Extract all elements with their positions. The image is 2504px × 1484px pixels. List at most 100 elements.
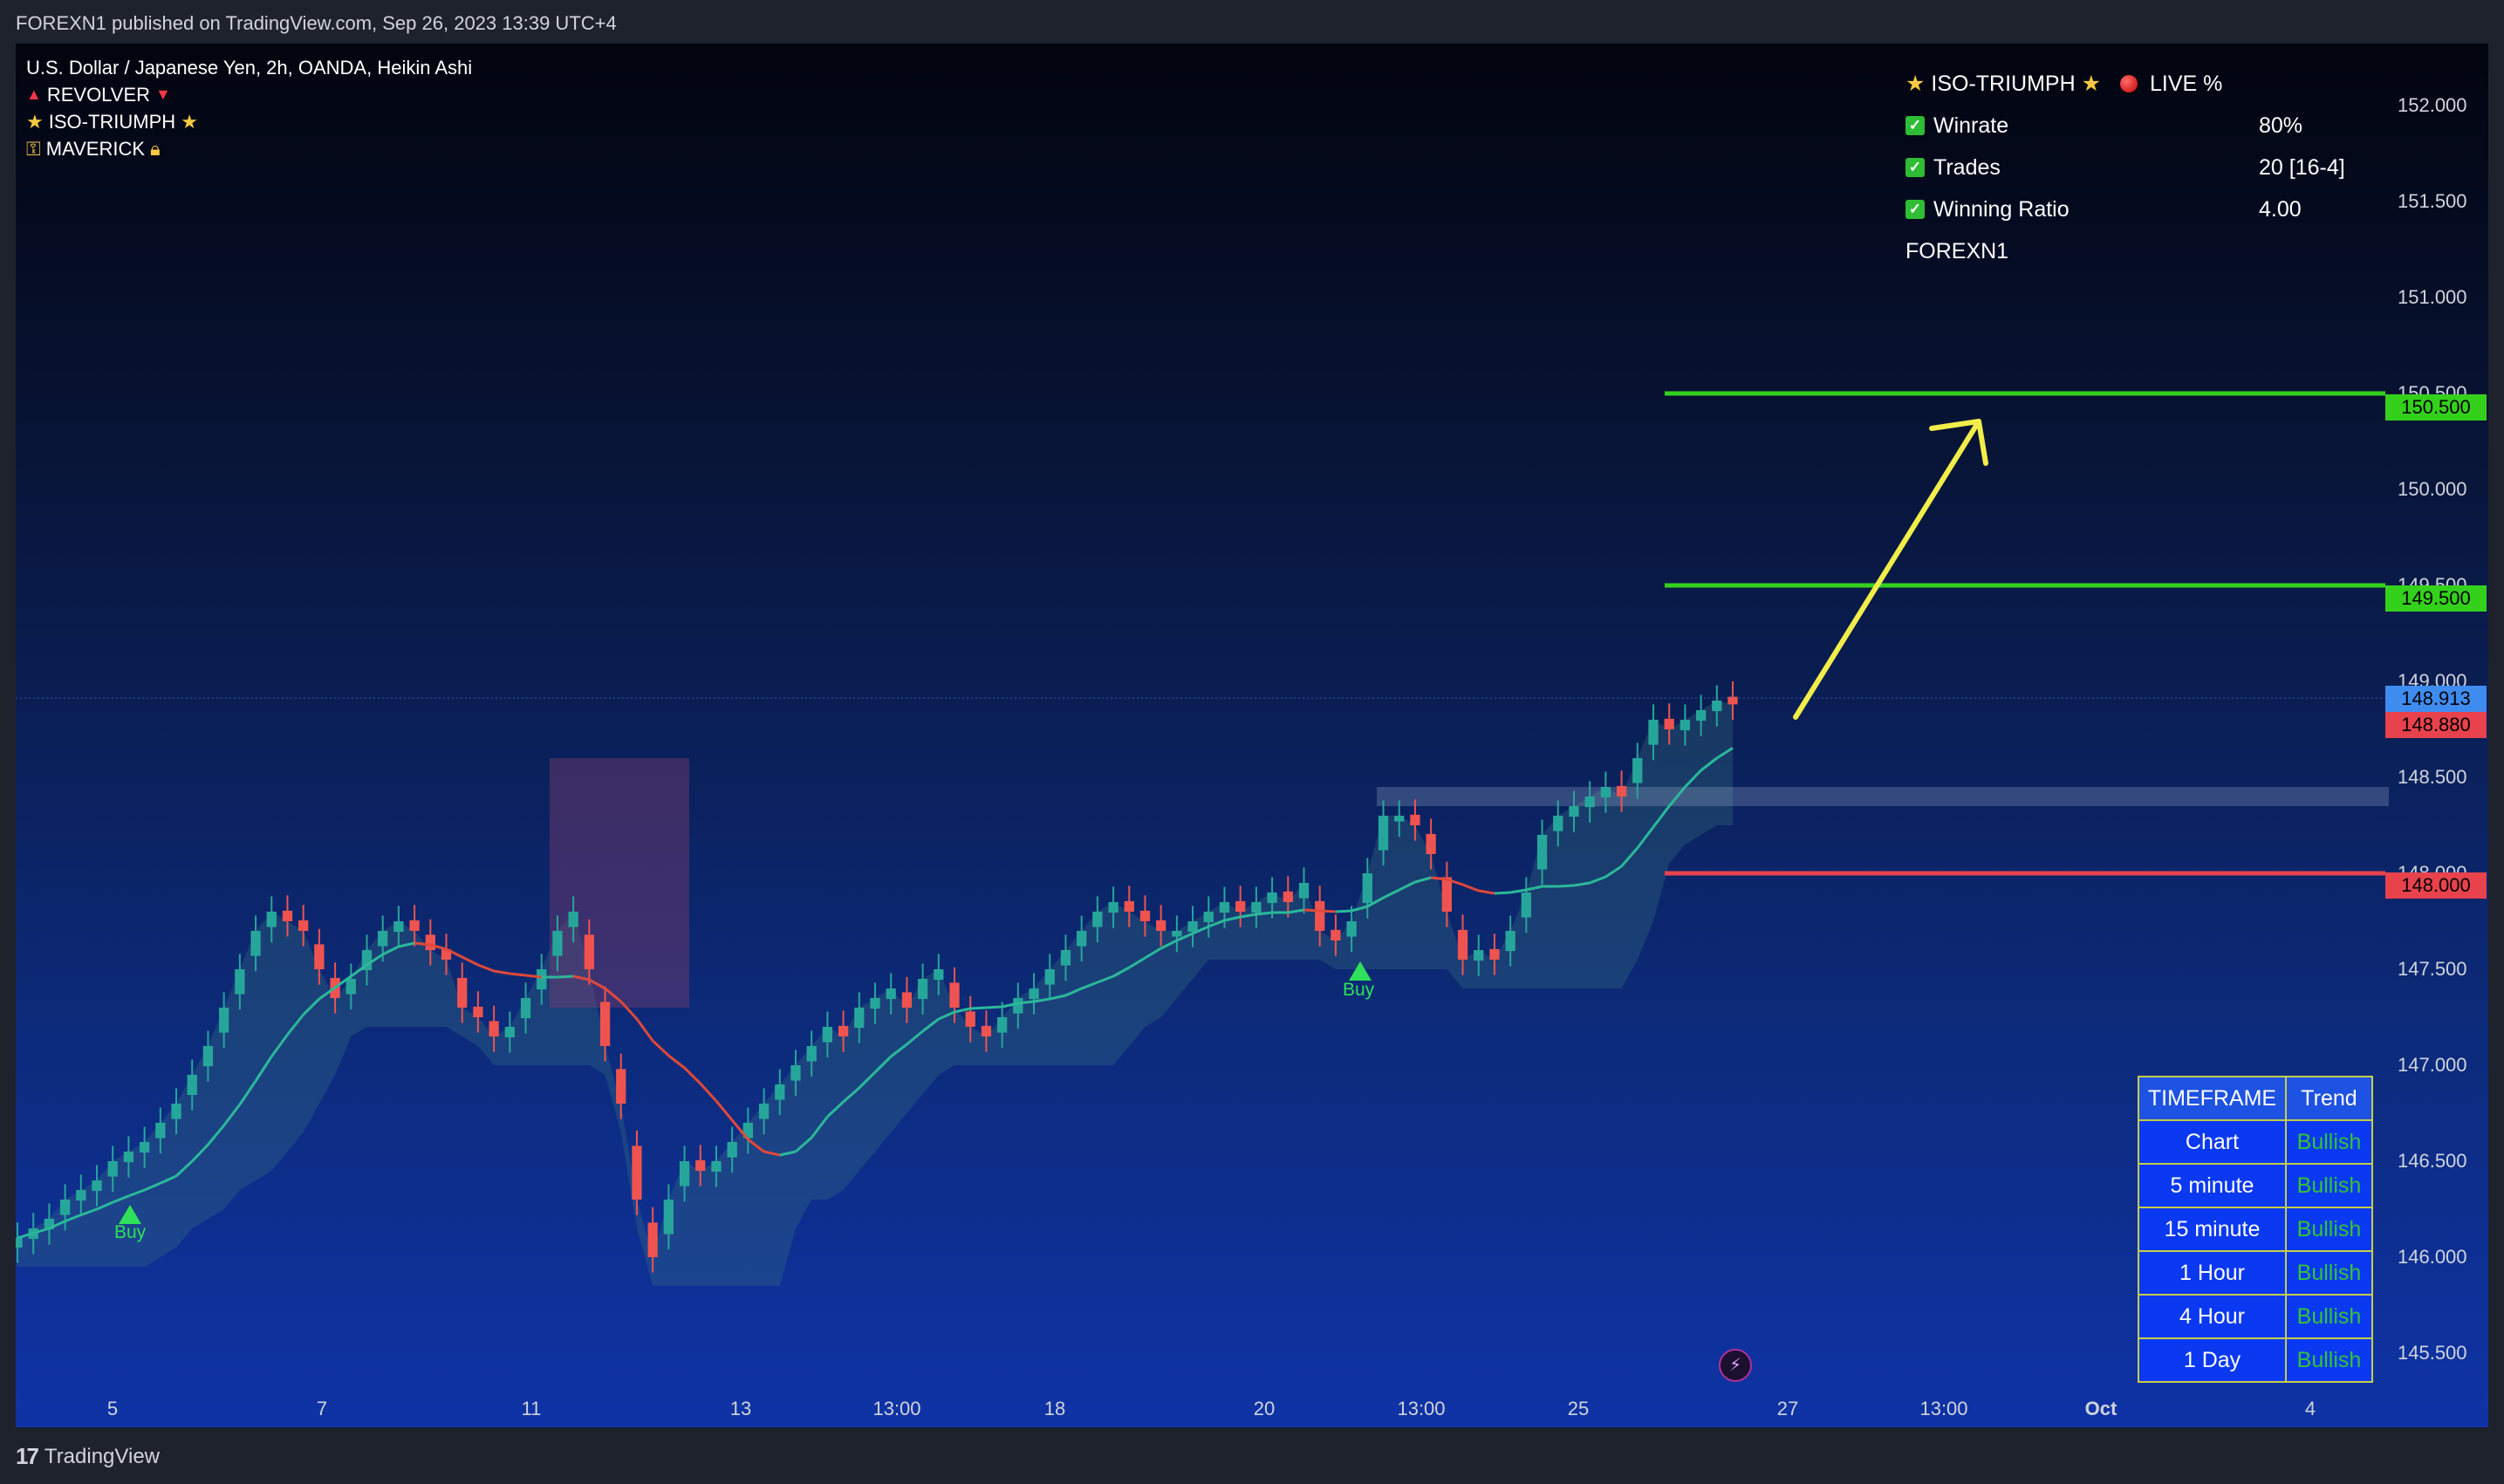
- candle: [775, 1084, 785, 1100]
- time-tick: 4: [2304, 1398, 2316, 1419]
- candle: [92, 1180, 102, 1192]
- ma-segment: [1430, 876, 1447, 881]
- candle: [314, 944, 325, 969]
- triangle-down-icon: ▼: [155, 85, 171, 103]
- resistance-zone: [1377, 787, 2389, 806]
- candle: [742, 1123, 754, 1139]
- stats-panel: ★ ISO-TRIUMPH ★ LIVE % ✓ Winrate 80% ✓ Tra…: [1905, 63, 2345, 272]
- candle: [870, 998, 880, 1009]
- candle: [1108, 902, 1119, 913]
- lightning-icon[interactable]: ⚡︎: [1719, 1349, 1752, 1382]
- candle: [695, 1159, 706, 1171]
- timeframe-header-row: TIMEFRAME Trend: [2138, 1076, 2373, 1121]
- candle: [282, 910, 293, 921]
- candle: [1600, 787, 1611, 798]
- candle: [711, 1161, 722, 1173]
- buy-arrow-icon: [119, 1205, 141, 1224]
- ma-segment: [763, 1150, 781, 1157]
- ma-segment: [1446, 878, 1464, 886]
- timeframe-cell: 15 minute: [2138, 1207, 2287, 1252]
- tradingview-logo[interactable]: 17 TradingView: [16, 1443, 160, 1470]
- ma-segment: [1049, 994, 1066, 1001]
- ma-segment: [207, 1125, 225, 1145]
- candle: [155, 1123, 166, 1139]
- trend-cell: Bullish: [2285, 1163, 2373, 1208]
- ma-segment: [699, 1082, 718, 1103]
- ma-segment: [1064, 987, 1083, 997]
- candle: [361, 950, 373, 971]
- ma-segment: [96, 1200, 113, 1211]
- legend-indicator-iso-triumph[interactable]: ★ ISO-TRIUMPH ★: [26, 108, 472, 135]
- ma-segment: [286, 1014, 304, 1036]
- ma-segment: [144, 1181, 161, 1192]
- ma-segment: [715, 1100, 734, 1121]
- table-row: 1 Hour Bullish: [2138, 1250, 2373, 1296]
- stats-author: FOREXN1: [1905, 238, 2009, 263]
- candle: [171, 1104, 181, 1119]
- ma-segment: [1604, 865, 1623, 879]
- timeframe-cell: 1 Day: [2138, 1337, 2287, 1383]
- time-axis[interactable]: 5 7 11 13 13:00 18 20 13:00 25 27 13:00 Oct 4: [16, 1391, 2380, 1426]
- candle: [1489, 948, 1500, 960]
- candle: [1680, 720, 1691, 731]
- buy-signal-label: Buy: [1343, 980, 1375, 1000]
- candle: [727, 1142, 737, 1158]
- ma-segment: [334, 975, 352, 989]
- time-tick: 13: [729, 1398, 752, 1419]
- candle: [298, 920, 309, 931]
- ma-segment: [588, 978, 606, 990]
- ma-segment: [842, 1086, 860, 1104]
- ma-segment: [1414, 876, 1432, 884]
- ma-segment: [731, 1119, 749, 1140]
- ma-segment: [1620, 847, 1639, 867]
- legend-indicator-maverick[interactable]: ⚿ MAVERICK 🔒︎: [26, 135, 472, 162]
- ma-segment: [810, 1116, 829, 1139]
- lock-icon: 🔒︎: [150, 138, 161, 160]
- candle: [1584, 797, 1595, 808]
- table-row: Chart Bullish: [2138, 1119, 2373, 1165]
- ma-segment: [493, 969, 510, 975]
- published-info: FOREXN1 published on TradingView.com, Se…: [16, 12, 617, 34]
- legend-indicator-revolver[interactable]: ▲ REVOLVER ▼: [26, 81, 472, 108]
- ma-segment: [1526, 885, 1543, 892]
- trend-cell: Bullish: [2285, 1207, 2373, 1252]
- table-row: 5 minute Bullish: [2138, 1163, 2373, 1208]
- ma-segment: [1684, 769, 1702, 789]
- candle: [1060, 950, 1071, 966]
- trend-header: Trend: [2285, 1076, 2373, 1121]
- ma-segment: [635, 1018, 654, 1042]
- ma-segment: [1176, 932, 1194, 942]
- ma-segment: [429, 943, 447, 951]
- price-tick: 147.500: [2398, 958, 2467, 980]
- stats-title: ISO-TRIUMPH: [1931, 71, 2076, 96]
- ma-segment: [1636, 826, 1655, 849]
- ma-segment: [191, 1143, 209, 1163]
- price-tick: 150.000: [2398, 478, 2467, 500]
- candle: [1124, 900, 1134, 912]
- legend-symbol[interactable]: U.S. Dollar / Japanese Yen, 2h, OANDA, H…: [26, 57, 473, 79]
- candle: [345, 979, 356, 995]
- ma-segment: [48, 1220, 66, 1230]
- key-icon: ⚿: [26, 138, 41, 160]
- candle: [1648, 720, 1659, 745]
- check-icon: ✓: [1905, 116, 1925, 135]
- price-tick: 147.000: [2398, 1054, 2467, 1076]
- candle: [537, 969, 547, 990]
- candle: [250, 931, 261, 956]
- ma-segment: [683, 1066, 701, 1085]
- ma-segment: [890, 1043, 908, 1058]
- chart-canvas[interactable]: [16, 44, 2488, 1427]
- candle: [1553, 816, 1563, 831]
- candle: [1172, 931, 1182, 937]
- candle: [425, 934, 435, 950]
- ma-segment: [970, 1006, 987, 1010]
- candle: [520, 998, 531, 1019]
- price-tick: 145.500: [2398, 1342, 2467, 1364]
- table-row: 1 Day Bullish: [2138, 1337, 2373, 1383]
- ma-segment: [1192, 925, 1209, 935]
- stats-value: 80%: [2259, 113, 2303, 138]
- chart-area[interactable]: [16, 44, 2488, 1427]
- candle: [632, 1145, 642, 1200]
- candle: [790, 1065, 801, 1081]
- price-tag: 148.000: [2385, 872, 2487, 899]
